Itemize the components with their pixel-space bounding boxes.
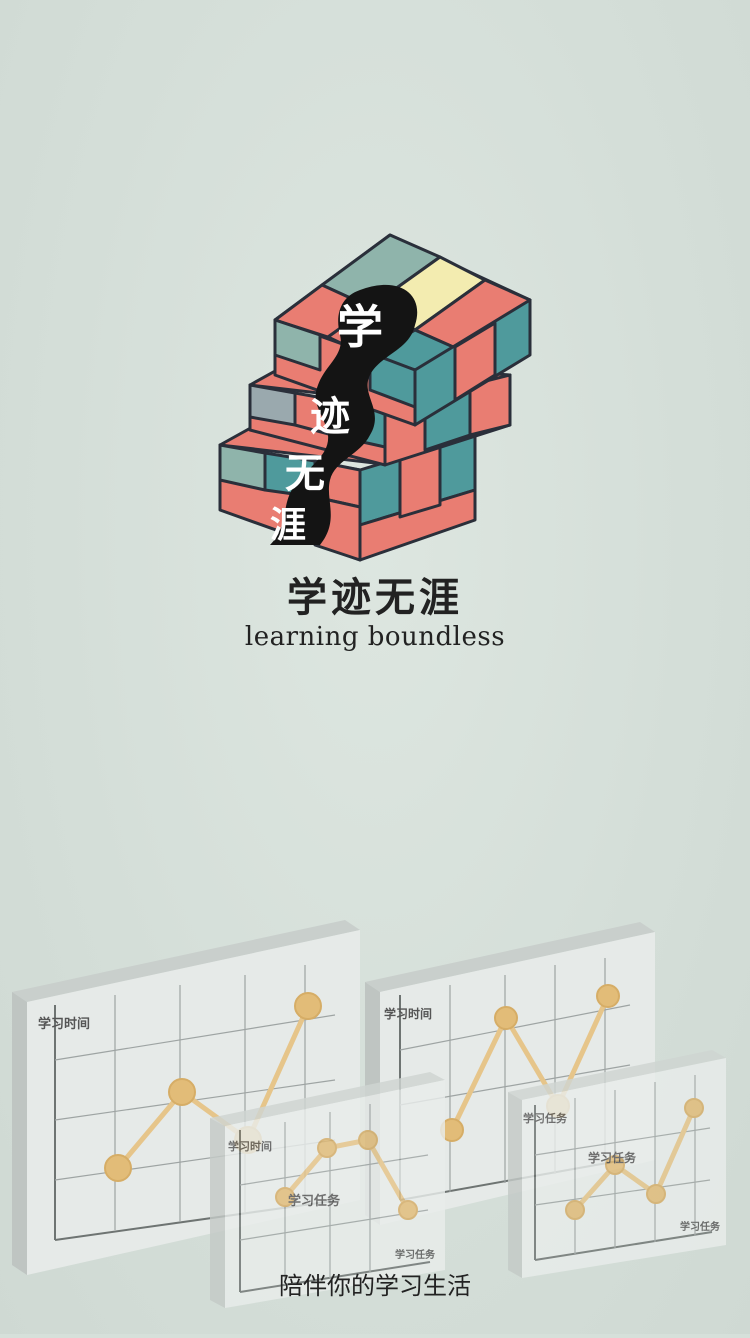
tagline: 陪伴你的学习生活 [279,1272,471,1300]
app-logo: .edge { stroke:#2a2f3a; stroke-width:3; … [210,225,540,565]
app-title: 学迹无涯 [287,574,463,621]
ink-path [270,284,418,545]
logo-char-4: 涯 [270,505,306,546]
chart-cards-illustration: .grid { stroke:#9ea4a3; stroke-width:1.2… [0,900,750,1334]
card3-ylabel: 学习时间 [228,1139,272,1153]
card4-xlabel: 学习任务 [680,1220,721,1233]
chart-card-4: 学习任务 学习任务 学习任务 [508,1050,726,1278]
chart-card-3: 学习时间 学习任务 学习任务 [210,1072,445,1308]
card4-ylabel: 学习任务 [523,1111,568,1125]
card3-caption: 学习任务 [288,1193,341,1209]
logo-char-2: 迹 [310,394,350,440]
app-subtitle: learning boundless [244,622,506,652]
logo-char-1: 学 [337,300,383,354]
card3-xlabel: 学习任务 [395,1248,436,1261]
card4-caption: 学习任务 [588,1150,637,1165]
cube-top [273,233,532,427]
logo-char-3: 无 [285,451,325,497]
cube-stack-logo: .edge { stroke:#2a2f3a; stroke-width:3; … [218,233,532,562]
card1-ylabel: 学习时间 [38,1016,90,1032]
chart-cards-graphic: .grid { stroke:#9ea4a3; stroke-width:1.2… [12,920,726,1308]
card2-ylabel: 学习时间 [384,1006,432,1021]
